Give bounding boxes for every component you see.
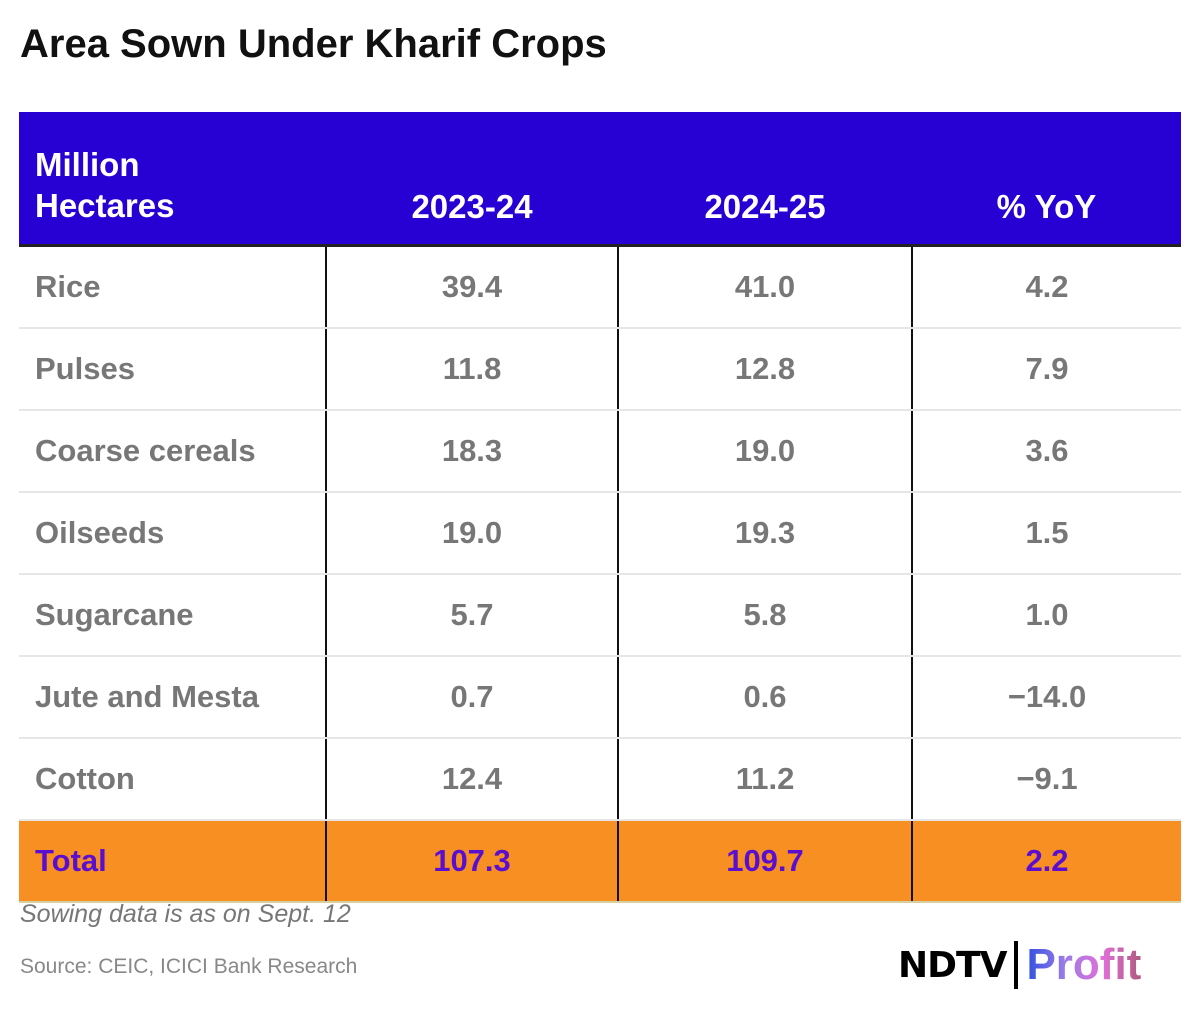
cell-value: 5.8: [617, 574, 912, 657]
table-row: Oilseeds 19.0 19.3 1.5: [19, 492, 1181, 575]
cell-value: 11.2: [617, 738, 912, 821]
page-title: Area Sown Under Kharif Crops: [20, 22, 607, 66]
cell-value: 107.3: [325, 820, 618, 903]
cell-value: 19.0: [617, 410, 912, 493]
cell-value: 19.3: [617, 492, 912, 575]
logo-profit: Profit: [1026, 940, 1142, 989]
cell-value: 1.5: [911, 492, 1181, 575]
row-label: Jute and Mesta: [19, 656, 326, 739]
header-2023-24: 2023-24: [326, 112, 618, 247]
logo-divider: [1014, 941, 1019, 989]
cell-value: −14.0: [911, 656, 1181, 739]
header-2024-25: 2024-25: [618, 112, 912, 247]
row-label: Total: [19, 820, 326, 903]
cell-value: 12.4: [325, 738, 618, 821]
kharif-table: Million Hectares 2023-24 2024-25 % YoY R…: [19, 112, 1181, 903]
cell-value: 1.0: [911, 574, 1181, 657]
total-row: Total 107.3 109.7 2.2: [19, 820, 1181, 903]
row-label: Pulses: [19, 328, 326, 411]
row-label: Rice: [19, 245, 326, 329]
cell-value: −9.1: [911, 738, 1181, 821]
cell-value: 11.8: [325, 328, 618, 411]
cell-value: 3.6: [911, 410, 1181, 493]
cell-value: 0.6: [617, 656, 912, 739]
row-label: Oilseeds: [19, 492, 326, 575]
table-row: Jute and Mesta 0.7 0.6 −14.0: [19, 656, 1181, 739]
cell-value: 39.4: [325, 245, 618, 329]
table-row: Coarse cereals 18.3 19.0 3.6: [19, 410, 1181, 493]
header-yoy: % YoY: [912, 112, 1181, 247]
cell-value: 18.3: [325, 410, 618, 493]
header-unit: Million Hectares: [19, 112, 326, 247]
cell-value: 41.0: [617, 245, 912, 329]
row-label: Coarse cereals: [19, 410, 326, 493]
header-row: Million Hectares 2023-24 2024-25 % YoY: [19, 112, 1181, 247]
table-row: Rice 39.4 41.0 4.2: [19, 245, 1181, 329]
table-row: Pulses 11.8 12.8 7.9: [19, 328, 1181, 411]
logo-ndtv: NDTV: [898, 944, 1007, 986]
cell-value: 109.7: [617, 820, 912, 903]
cell-value: 0.7: [325, 656, 618, 739]
table-row: Sugarcane 5.7 5.8 1.0: [19, 574, 1181, 657]
cell-value: 4.2: [911, 245, 1181, 329]
row-label: Sugarcane: [19, 574, 326, 657]
table-row: Cotton 12.4 11.2 −9.1: [19, 738, 1181, 821]
cell-value: 12.8: [617, 328, 912, 411]
cell-value: 2.2: [911, 820, 1181, 903]
source: Source: CEIC, ICICI Bank Research: [20, 955, 358, 978]
cell-value: 7.9: [911, 328, 1181, 411]
ndtv-profit-logo: NDTV Profit: [898, 940, 1141, 990]
footnote: Sowing data is as on Sept. 12: [20, 900, 351, 928]
row-label: Cotton: [19, 738, 326, 821]
cell-value: 5.7: [325, 574, 618, 657]
cell-value: 19.0: [325, 492, 618, 575]
